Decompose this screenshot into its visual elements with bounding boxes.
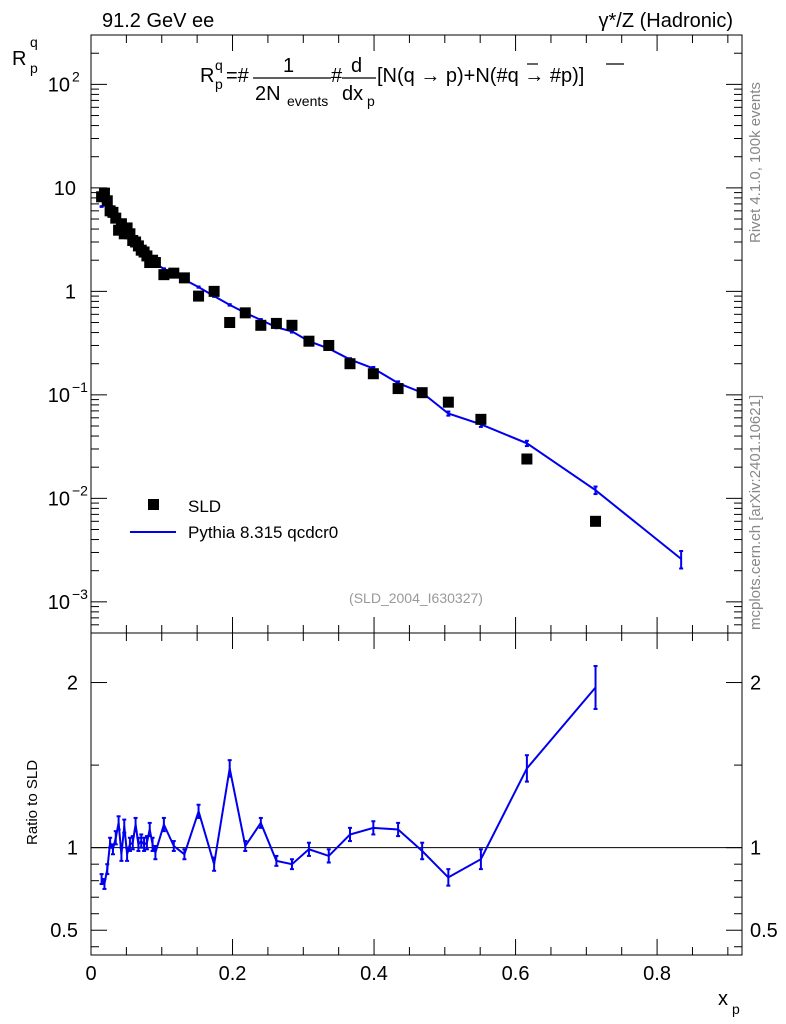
formula-d-den: dx [342, 83, 363, 105]
y-tick-label: 10 [48, 385, 70, 407]
sld-data-point [416, 387, 428, 399]
sld-data-point [286, 319, 298, 331]
sld-data-point [303, 335, 315, 347]
formula-frac-den-sub: events [287, 93, 328, 109]
formula-lhs-sub: p [215, 76, 223, 92]
ratio-y-axis-label: Ratio to SLD [24, 760, 41, 845]
formula-hash: # [331, 65, 343, 87]
sld-data-point [193, 290, 205, 302]
y-tick-label: 10 [48, 74, 70, 96]
y-tick-label-exp: −2 [72, 482, 88, 498]
sld-data-point [98, 187, 110, 199]
main-y-axis-label: R q p [12, 34, 38, 76]
sld-data-point [101, 195, 113, 207]
formula: R q p =# 1 2N events # d dx p [N(q → p)+… [200, 55, 624, 109]
main-marks [96, 187, 684, 570]
y-tick-label: 1 [65, 281, 76, 303]
sld-data-point [110, 212, 122, 224]
x-label-sub: p [732, 1001, 740, 1017]
sld-data-point [475, 413, 487, 425]
x-tick-label: 0.4 [360, 963, 388, 985]
legend: SLD Pythia 8.315 qcdcr0 [130, 497, 338, 542]
formula-bracket: [N(q → p)+N(#q → #p)] [377, 65, 584, 87]
sld-data-point [107, 206, 119, 218]
formula-d-den-sub: p [367, 93, 375, 109]
sld-data-point [118, 228, 130, 240]
y-tick-label-exp: 2 [72, 68, 80, 84]
plot-title-left: 91.2 GeV ee [102, 10, 214, 32]
y-label-sub: p [30, 60, 38, 76]
x-axis-label: x p [718, 988, 740, 1017]
mcplots-label: mcplots.cern.ch [arXiv:2401.10621] [747, 395, 764, 630]
sld-data-point [521, 453, 533, 465]
sld-data-point [367, 368, 379, 380]
ratio-y-tick-label-left: 0.5 [50, 920, 78, 942]
plot-title-right: γ*/Z (Hadronic) [599, 10, 733, 32]
sld-data-point [344, 358, 356, 370]
main-panel-frame [90, 34, 743, 634]
formula-frac-den: 2N [255, 83, 281, 105]
sld-data-point [590, 515, 602, 527]
x-tick-label: 0 [85, 963, 96, 985]
sld-data-point [115, 218, 127, 230]
y-tick-label: 10 [48, 592, 70, 614]
y-tick-label: 10 [54, 178, 76, 200]
legend-data-label: SLD [188, 497, 221, 516]
sld-data-point [149, 257, 161, 269]
formula-lhs-sup: q [215, 57, 223, 73]
y-tick-label-exp: −1 [72, 379, 88, 395]
sld-data-point [255, 319, 267, 331]
ratio-axes: 0 0.2 0.4 0.6 0.8 0.5 0.5 1 1 2 2 [50, 633, 778, 985]
x-tick-label: 0.2 [219, 963, 247, 985]
sld-data-point [124, 228, 136, 240]
y-tick-label: 10 [48, 488, 70, 510]
legend-data-marker [148, 499, 159, 510]
sld-data-point [113, 224, 125, 236]
ratio-y-tick-label-right: 1 [750, 838, 761, 860]
formula-d-num: d [351, 55, 362, 77]
ratio-y-tick-label-right: 0.5 [750, 920, 778, 942]
ratio-panel-frame [90, 632, 743, 956]
sld-data-point [392, 383, 404, 395]
sld-data-point [158, 269, 170, 281]
analysis-tag: (SLD_2004_I630327) [349, 590, 483, 606]
x-tick-label: 0.6 [502, 963, 530, 985]
sld-data-point [208, 285, 220, 297]
formula-lhs: R [200, 65, 214, 87]
sld-data-point [270, 317, 282, 329]
legend-mc-label: Pythia 8.315 qcdcr0 [188, 523, 338, 542]
sld-data-point [121, 222, 133, 234]
sld-data-point [323, 339, 335, 351]
y-tick-label-exp: −3 [72, 586, 88, 602]
rivet-label: Rivet 4.1.0, 100k events [747, 82, 764, 243]
x-label-x: x [718, 988, 728, 1010]
sld-data-point [141, 250, 153, 262]
ratio-y-tick-label-right: 2 [750, 673, 761, 695]
y-label-r: R [12, 48, 26, 70]
ratio-y-tick-label-left: 1 [67, 838, 78, 860]
sld-data-point [224, 317, 236, 329]
formula-frac-num: 1 [283, 55, 294, 77]
formula-eq: =# [226, 65, 250, 87]
sld-data-point [178, 272, 190, 284]
ratio-y-tick-label-left: 2 [67, 673, 78, 695]
sld-data-point [239, 307, 251, 319]
ratio-series-line [100, 686, 597, 887]
sld-data-point [442, 396, 454, 408]
x-tick-label: 0.8 [643, 963, 671, 985]
y-label-sup: q [30, 34, 38, 50]
sld-data-point [168, 267, 180, 279]
ratio-marks [99, 665, 598, 890]
